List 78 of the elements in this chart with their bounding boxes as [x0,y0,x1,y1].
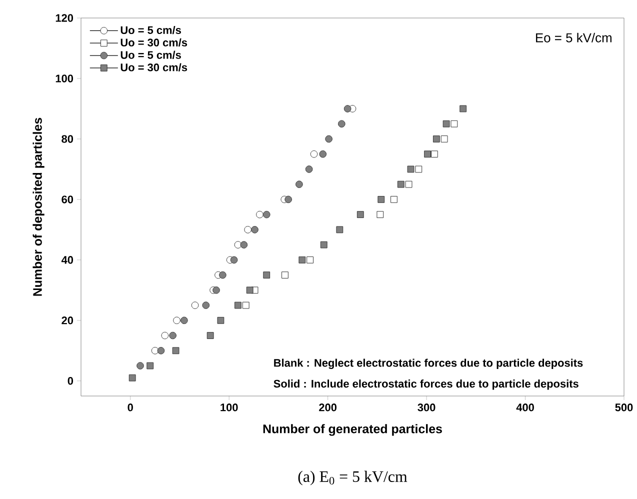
point [305,166,313,173]
legend-label: Uo = 30 cm/s [120,63,188,72]
point [146,362,154,370]
point [136,362,144,370]
y-axis-title: Number of deposited particles [32,118,44,296]
annotation: Blank : Neglect electrostatic forces due to particle deposits [274,358,583,370]
point [306,256,314,264]
point [344,105,352,112]
point [338,120,346,128]
point [180,316,188,324]
point [450,120,458,128]
x-tick-label: 300 [418,404,436,412]
point [407,166,414,173]
point [240,241,248,248]
point [256,210,264,218]
point [336,226,344,234]
y-tick-label: 80 [62,135,74,143]
x-tick-label: 500 [615,404,633,412]
point [169,332,176,340]
point [432,136,440,142]
point [430,150,438,158]
point [378,196,385,203]
point [251,226,258,234]
y-tick-label: 0 [68,377,74,385]
point [217,316,224,324]
point [128,374,136,382]
point [405,180,412,188]
x-tick-label: 400 [516,404,534,412]
point [424,150,431,158]
point [191,302,199,309]
point [319,150,327,158]
point [151,346,159,354]
y-tick-label: 100 [56,74,74,82]
point [310,150,318,158]
x-tick-label: 200 [319,404,337,412]
point [242,302,250,309]
point [376,211,384,218]
point [230,256,238,264]
annotation: Solid : Include electrostatic forces due to particle deposits [274,380,578,390]
y-tick-label: 60 [62,196,74,204]
point [325,135,332,143]
point [161,332,169,340]
y-tick-label: 20 [62,316,74,324]
point [440,136,448,142]
point [212,286,220,294]
point [234,241,242,248]
point [284,196,292,204]
point [262,210,270,218]
point [298,256,306,264]
point [234,302,242,309]
x-tick-label: 100 [220,404,238,412]
point [172,347,180,354]
point [206,332,214,339]
point [296,180,303,188]
point [244,226,252,234]
point [263,272,270,278]
point [415,166,422,173]
point [282,272,288,278]
annotation: Eo = 5 kV/cm [536,32,612,42]
y-tick-label: 120 [56,14,74,22]
legend-label: Uo = 30 cm/s [120,38,188,47]
point [219,271,226,279]
point [173,316,180,324]
point [320,241,328,248]
x-tick-label: 0 [128,404,133,412]
point [397,180,404,188]
legend-label: Uo = 5 cm/s [120,50,181,59]
y-tick-label: 40 [61,256,74,264]
point [246,286,254,294]
point [202,302,210,309]
point [442,120,450,128]
point [390,196,398,203]
point [157,346,165,354]
point [460,105,467,112]
text: (a) E$_{0}$ = 5 kV/cm [298,470,408,486]
point [356,211,364,218]
legend-label: Uo = 5 cm/s [120,26,181,34]
x-axis-title: Number of generated particles [263,424,442,436]
